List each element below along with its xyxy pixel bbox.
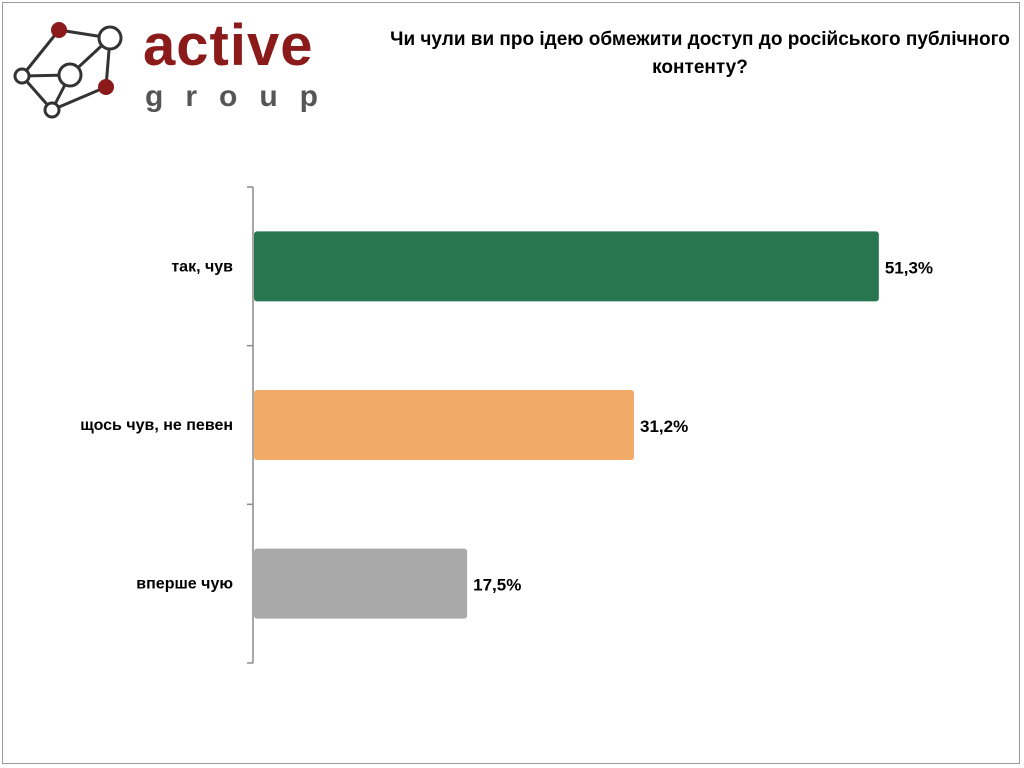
bar [254, 390, 635, 460]
logo-subtext: group [145, 80, 340, 113]
category-label: щось чув, не певен [80, 417, 233, 434]
logo-text: active [143, 13, 314, 78]
data-label: 31,2% [640, 417, 688, 436]
data-label: 51,3% [885, 258, 933, 277]
data-label: 17,5% [473, 576, 521, 595]
logo-network-icon [13, 22, 123, 119]
category-label: так, чув [171, 258, 233, 275]
category-label: вперше чую [136, 576, 233, 593]
chart-title: Чи чули ви про ідею обмежити доступ до р… [390, 29, 1010, 78]
bar [254, 231, 879, 302]
bar [254, 548, 468, 619]
